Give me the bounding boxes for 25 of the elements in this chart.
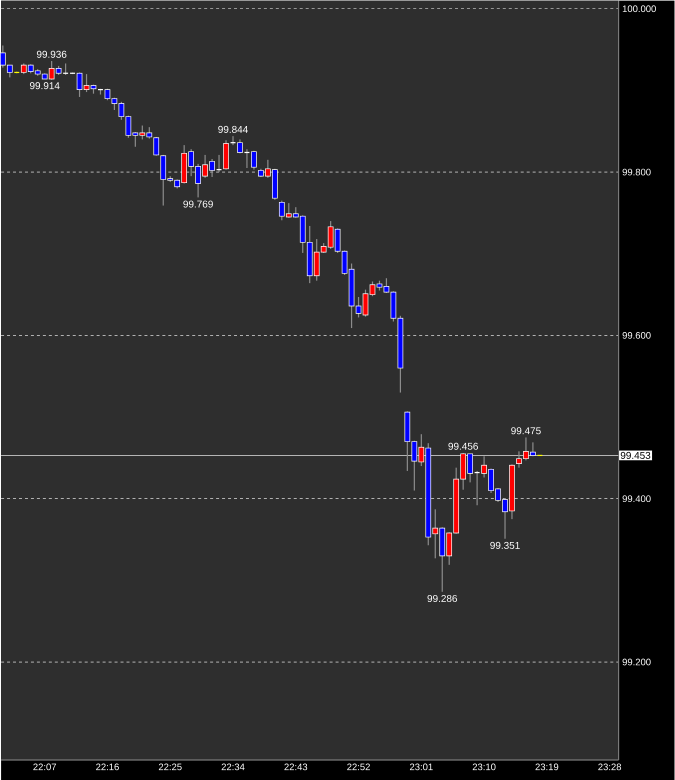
x-tick-label: 23:28 <box>598 764 622 770</box>
x-tick-label: 22:34 <box>222 764 245 770</box>
annotation: 99.914 <box>30 82 60 90</box>
annotation: 99.769 <box>184 200 214 208</box>
x-tick-label: 23:10 <box>472 764 496 770</box>
annotation: 99.351 <box>490 542 520 549</box>
x-tick-label: 23:01 <box>410 764 433 770</box>
annotation: 99.936 <box>37 50 67 58</box>
annotation: 99.286 <box>428 594 458 602</box>
y-tick-label: 99.600 <box>622 332 651 339</box>
annotation: 99.475 <box>511 427 541 434</box>
y-tick-label: 100.000 <box>623 5 656 12</box>
y-tick-label: 99.200 <box>622 658 651 666</box>
annotation: 99.456 <box>448 442 478 450</box>
y-tick-label: 99.400 <box>622 495 651 502</box>
x-tick-label: 22:52 <box>347 764 370 770</box>
ref-line-label: 99.453 <box>620 452 651 459</box>
x-tick-label: 22:25 <box>159 764 182 770</box>
x-tick-label: 22:43 <box>284 764 308 770</box>
x-tick-label: 22:07 <box>34 764 56 770</box>
x-tick-label: 22:16 <box>96 764 120 770</box>
y-tick-label: 99.800 <box>622 168 651 176</box>
x-tick-label: 23:19 <box>536 764 558 770</box>
candlestick <box>154 136 160 156</box>
annotation: 99.844 <box>218 126 248 133</box>
